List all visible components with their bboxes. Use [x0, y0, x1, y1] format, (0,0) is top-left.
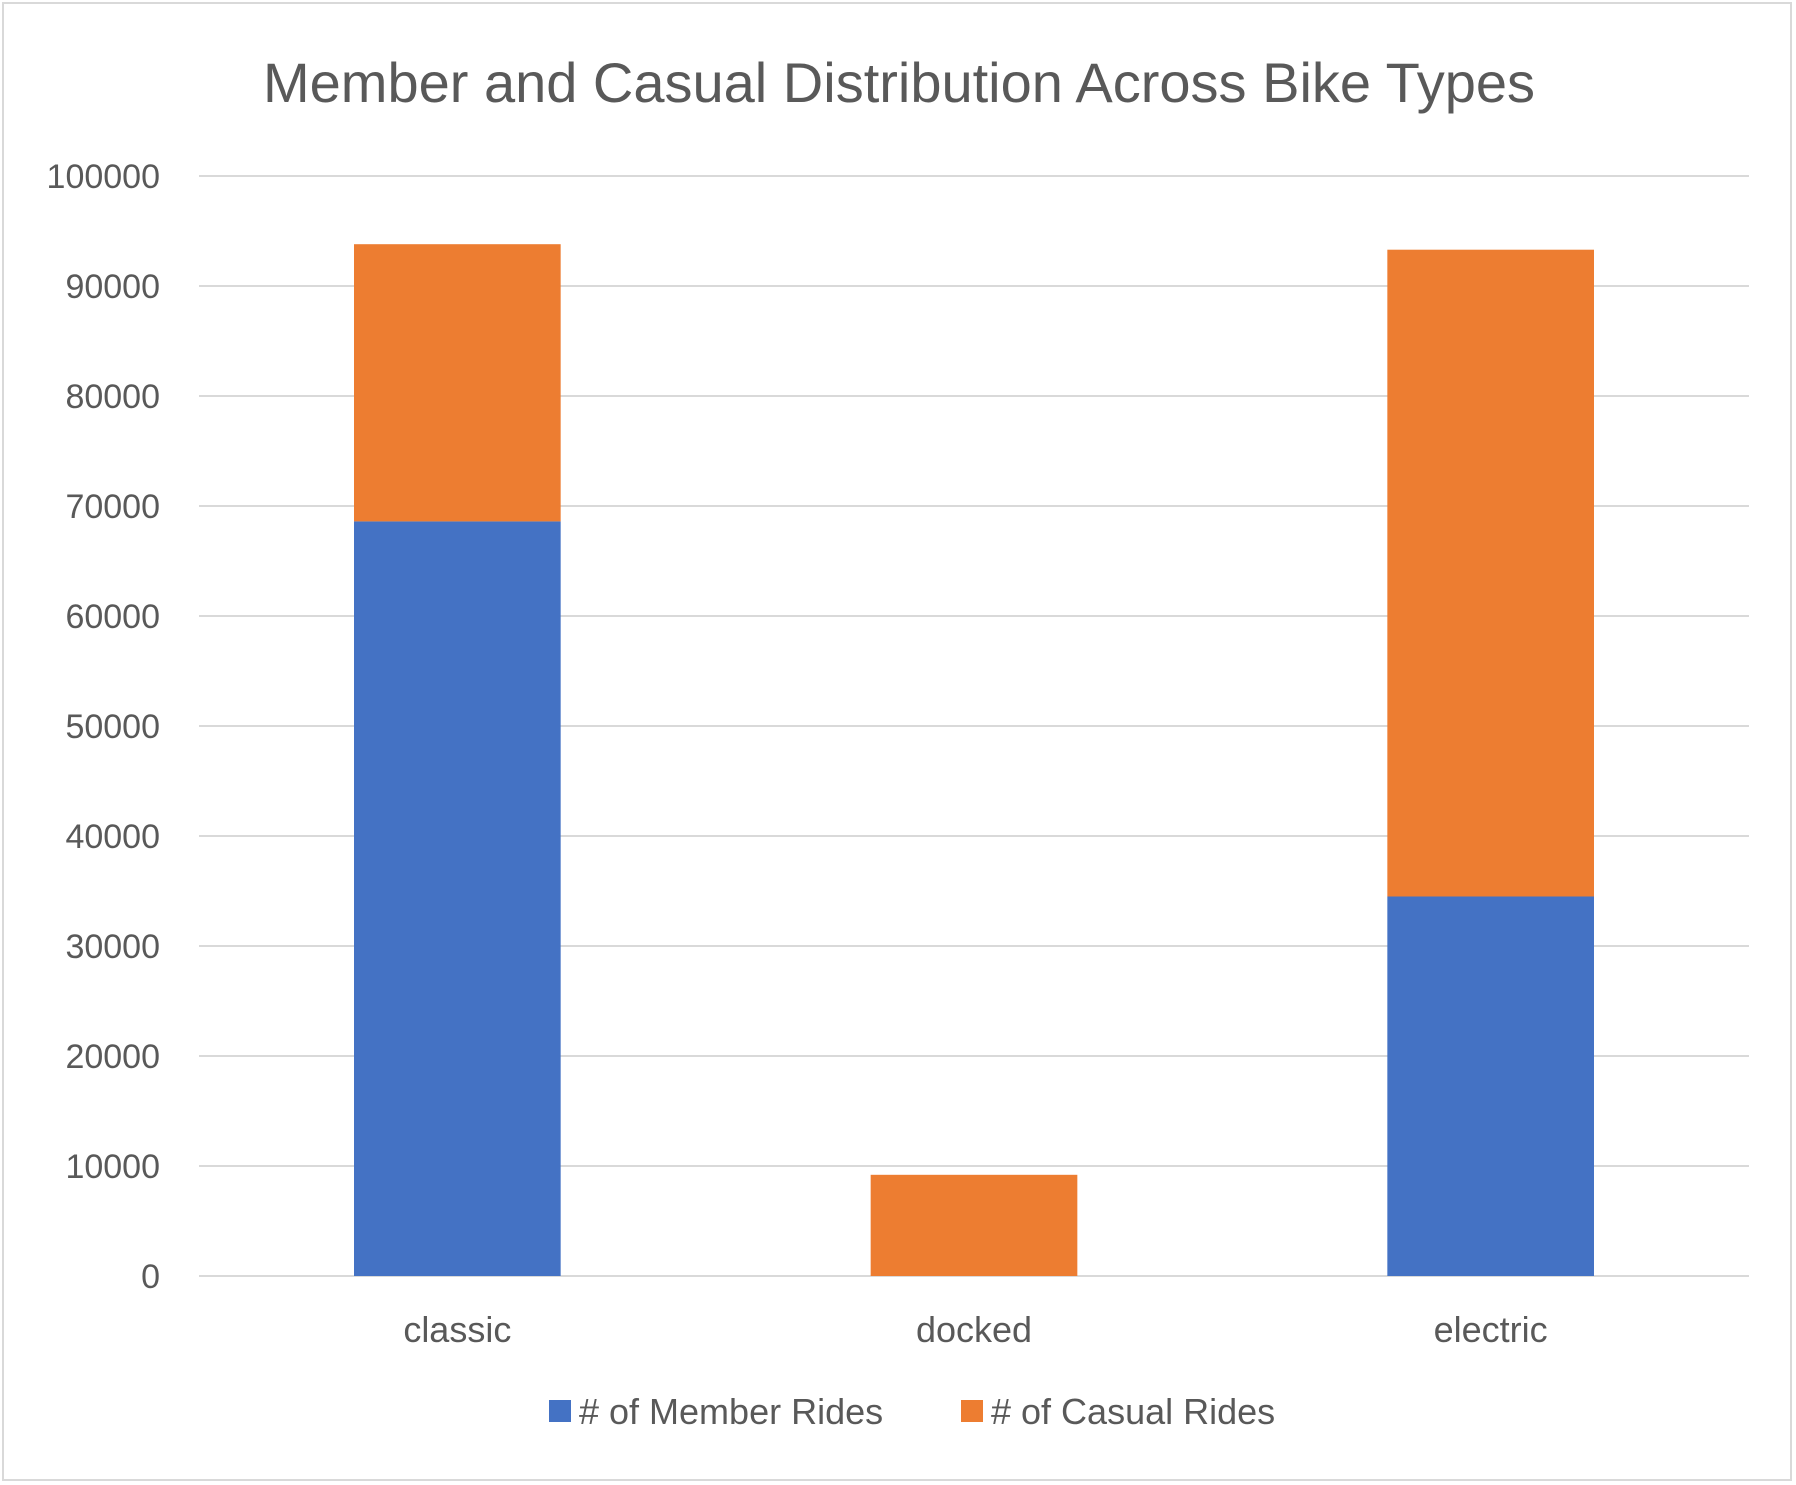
- y-tick-label: 100000: [47, 158, 160, 196]
- legend-label-1: # of Member Rides: [579, 1391, 883, 1432]
- x-category-label-docked: docked: [916, 1309, 1032, 1350]
- x-category-label-classic: classic: [403, 1309, 511, 1350]
- bar-classic-series-1: [354, 521, 561, 1276]
- y-tick-label: 70000: [65, 488, 160, 526]
- y-tick-label: 10000: [65, 1148, 160, 1186]
- y-tick-label: 50000: [65, 708, 160, 746]
- y-tick-label: 90000: [65, 268, 160, 306]
- y-tick-label: 80000: [65, 378, 160, 416]
- y-tick-label: 30000: [65, 928, 160, 966]
- bar-electric-series-2: [1387, 249, 1594, 897]
- y-tick-label: 60000: [65, 598, 160, 636]
- legend-label-2: # of Casual Rides: [991, 1391, 1275, 1432]
- y-tick-label: 40000: [65, 818, 160, 856]
- stacked-bar-chart: Member and Casual Distribution Across Bi…: [47, 51, 1749, 1432]
- legend-swatch-1: [549, 1400, 571, 1422]
- bar-docked-series-2: [870, 1174, 1078, 1276]
- bars: [354, 244, 1594, 1276]
- x-category-label-electric: electric: [1434, 1309, 1548, 1350]
- x-axis-category-labels: classic docked electric: [403, 1309, 1547, 1350]
- legend-swatch-2: [961, 1400, 983, 1422]
- bar-electric-series-1: [1387, 896, 1594, 1276]
- legend: # of Member Rides # of Casual Rides: [549, 1391, 1275, 1432]
- y-tick-label: 0: [141, 1258, 160, 1296]
- bar-classic-series-2: [354, 244, 561, 522]
- y-tick-label: 20000: [65, 1038, 160, 1076]
- chart-title: Member and Casual Distribution Across Bi…: [263, 51, 1535, 114]
- y-axis-tick-labels: 0 10000 20000 30000 40000 50000 60000 70000 8000…: [47, 158, 160, 1296]
